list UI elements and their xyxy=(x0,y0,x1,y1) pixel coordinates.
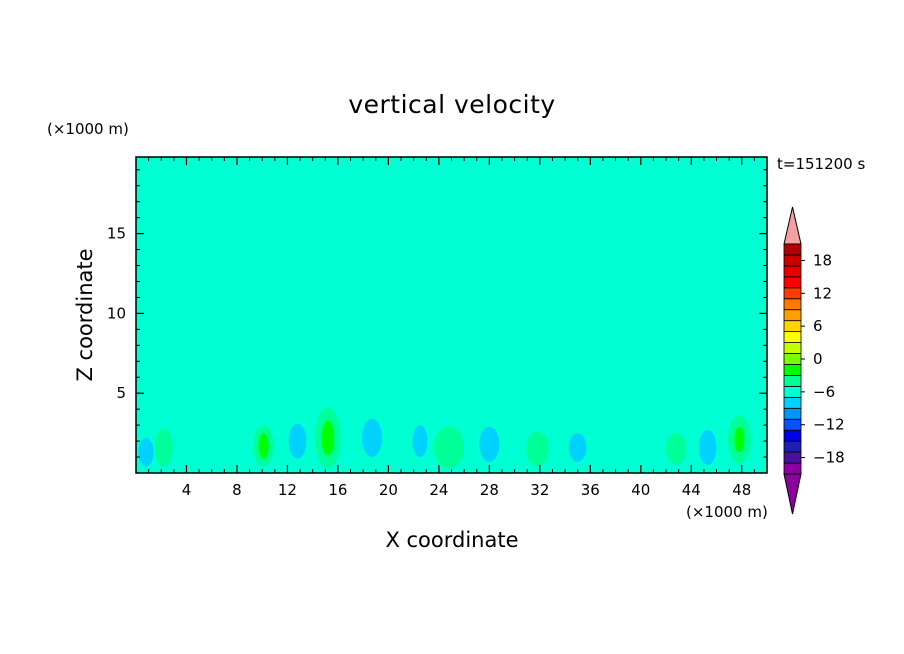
colorbar-swatch xyxy=(783,331,802,343)
colorbar-swatch xyxy=(783,342,802,354)
colorbar-swatch xyxy=(783,375,802,387)
y-tick-label: 15 xyxy=(107,225,126,243)
x-tick-label: 4 xyxy=(182,481,192,499)
colorbar-tick-label: 0 xyxy=(813,350,823,368)
x-tick-label: 36 xyxy=(581,481,600,499)
x-axis-label: X coordinate xyxy=(385,528,518,552)
time-label: t=151200 s xyxy=(777,155,865,173)
x-tick-label: 48 xyxy=(732,481,751,499)
chart-title: vertical velocity xyxy=(348,90,555,119)
contour-cell-14 xyxy=(479,426,500,462)
contour-band-1 xyxy=(136,217,767,285)
colorbar-swatch xyxy=(783,320,802,333)
contour-cell-13 xyxy=(412,425,428,458)
colorbar-over-triangle xyxy=(783,206,802,245)
colorbar-swatch xyxy=(783,364,802,376)
colorbar-swatch xyxy=(783,353,802,365)
colorbar-swatch xyxy=(783,265,802,278)
contour-band-3 xyxy=(224,157,401,215)
colorbar-swatch xyxy=(783,276,802,289)
contour-cell-11 xyxy=(288,423,307,459)
colorbar-swatch xyxy=(783,462,802,475)
colorbar-swatch xyxy=(783,254,802,267)
x-tick-label: 24 xyxy=(429,481,448,499)
y-unit-label: (×1000 m) xyxy=(47,120,129,138)
x-axis: 4 8 12 16 20 24 28 32 36 40 44 48 xyxy=(148,157,755,499)
colorbar-swatch xyxy=(783,407,802,420)
x-tick-label: 32 xyxy=(530,481,549,499)
contour-cell-9 xyxy=(734,426,745,453)
x-tick-label: 12 xyxy=(278,481,297,499)
colorbar-tick-label: 12 xyxy=(813,284,832,302)
contour-cell-4 xyxy=(321,420,335,456)
contour-cell-15 xyxy=(568,433,587,462)
colorbar-swatch xyxy=(783,298,802,311)
x-tick-label: 40 xyxy=(631,481,650,499)
contour-cell-12 xyxy=(361,418,383,458)
colorbar-swatch xyxy=(783,309,802,322)
x-tick-label: 16 xyxy=(328,481,347,499)
contour-cell-5 xyxy=(433,426,465,469)
y-tick-label: 5 xyxy=(116,384,126,402)
y-tick-label: 10 xyxy=(107,304,126,322)
contour-cell-6 xyxy=(525,431,549,467)
colorbar-under-triangle xyxy=(783,473,802,515)
contour-band-4 xyxy=(621,157,767,237)
colorbar-swatch xyxy=(783,451,802,464)
contour-cell-0 xyxy=(154,428,173,467)
colorbar-swatch xyxy=(783,385,802,398)
x-tick-label: 20 xyxy=(379,481,398,499)
contour-band-5 xyxy=(136,224,193,253)
colorbar-swatch xyxy=(783,287,802,300)
colorbar-swatch xyxy=(783,243,802,256)
colorbar-tick-label: 6 xyxy=(813,317,823,335)
contour-band-2 xyxy=(136,284,767,333)
x-tick-label: 8 xyxy=(232,481,242,499)
x-tick-label: 44 xyxy=(682,481,701,499)
y-axis-label: Z coordinate xyxy=(73,248,97,381)
colorbar-tick-label: 18 xyxy=(813,251,832,269)
contour-cell-2 xyxy=(258,433,269,459)
y-axis: 5 10 15 xyxy=(107,169,767,458)
colorbar-tick-label: −12 xyxy=(813,416,845,434)
colorbar-tick-label: −6 xyxy=(813,383,835,401)
contour-cell-7 xyxy=(666,433,687,466)
colorbar-swatch xyxy=(783,440,802,453)
contour-cell-10 xyxy=(138,437,154,467)
colorbar-swatch xyxy=(783,418,802,431)
x-tick-label: 28 xyxy=(480,481,499,499)
contour-cell-16 xyxy=(698,429,717,466)
colorbar-swatch xyxy=(783,396,802,409)
plot-area xyxy=(136,157,767,473)
colorbar-tick-label: −18 xyxy=(813,449,845,467)
x-unit-label: (×1000 m) xyxy=(686,503,768,521)
colorbar: 18 12 6 0 −6 −12 −18 xyxy=(783,206,845,515)
colorbar-swatch xyxy=(783,429,802,442)
